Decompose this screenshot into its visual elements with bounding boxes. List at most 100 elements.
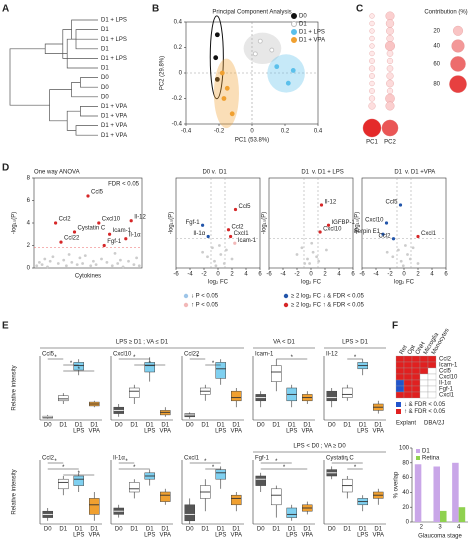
legend-label: ≥ 2 log₂ FC ↑ & FDR < 0.05 bbox=[291, 303, 364, 309]
chart-title: Cxcl10 bbox=[113, 352, 132, 358]
point-label: Fgf-1 bbox=[107, 239, 122, 245]
pca-point bbox=[214, 76, 220, 82]
y-tick-label: 6 bbox=[27, 198, 31, 204]
y-tick-label: 60 bbox=[402, 475, 409, 481]
box bbox=[231, 390, 242, 402]
chart-title: D1 bbox=[301, 170, 309, 176]
y-tick-label: 0 bbox=[27, 266, 31, 272]
x-tick-label: D1 bbox=[288, 527, 296, 533]
x-tick-label: D0 bbox=[186, 423, 194, 429]
x-tick-label: D0 bbox=[186, 527, 194, 533]
row-label: Il-1α bbox=[439, 381, 451, 387]
pca-point bbox=[274, 64, 280, 70]
dendrogram-link bbox=[71, 82, 98, 98]
row-label: Ccl2 bbox=[439, 357, 452, 363]
heat-cell bbox=[411, 391, 421, 399]
chart-title: D1 bbox=[219, 170, 227, 176]
volcano-point bbox=[404, 244, 407, 247]
sig-star: * bbox=[204, 459, 207, 465]
leaf-label: D1 bbox=[101, 66, 109, 72]
heat-cell bbox=[403, 385, 413, 393]
x-tick-sublabel: LPS bbox=[215, 429, 226, 435]
x-tick-sublabel: LPS bbox=[73, 533, 84, 539]
x-tick-label: D1 bbox=[90, 527, 98, 533]
heat-cell bbox=[427, 355, 437, 363]
heat-cell bbox=[395, 385, 405, 393]
volcano-point bbox=[399, 259, 403, 263]
volcano-point bbox=[295, 253, 299, 256]
heat-cell bbox=[403, 373, 413, 381]
box bbox=[271, 365, 282, 382]
box bbox=[73, 362, 84, 371]
heat-cell bbox=[411, 379, 421, 387]
contribution-bubble bbox=[369, 35, 375, 42]
heat-cell bbox=[419, 385, 429, 393]
chart-title: Ccl5 bbox=[42, 352, 55, 358]
group-label: Explant bbox=[396, 421, 416, 427]
x-tick-label: D0 bbox=[44, 423, 52, 429]
heat-cell bbox=[419, 367, 429, 375]
sig-star: * bbox=[275, 459, 278, 465]
point-label: Il-12 bbox=[325, 200, 337, 206]
x-tick-label: D1 bbox=[75, 527, 83, 533]
column-label: Ret bbox=[399, 344, 409, 355]
panel-letter: E bbox=[2, 321, 9, 332]
chart-title: Cxcl1 bbox=[184, 456, 200, 462]
x-tick-label: 2 bbox=[230, 272, 234, 278]
volcano-point bbox=[225, 248, 228, 252]
heat-cell bbox=[395, 367, 405, 375]
x-tick-label: D1 bbox=[303, 527, 311, 533]
anova-point bbox=[72, 230, 77, 234]
point-label: Cxcl10 bbox=[102, 217, 121, 223]
leaf-label: D1 + VPA bbox=[101, 114, 127, 120]
contribution-bubble bbox=[368, 102, 376, 110]
pca-point bbox=[285, 80, 291, 86]
anova-point bbox=[83, 254, 87, 258]
group-header: VA < D1 bbox=[273, 340, 295, 346]
y-tick-label: 40 bbox=[402, 490, 409, 496]
volcano-point bbox=[311, 250, 315, 254]
legend-marker bbox=[291, 37, 297, 43]
anova-point bbox=[110, 264, 114, 268]
x-tick-label: 4 bbox=[244, 272, 248, 278]
sig-star: * bbox=[54, 355, 57, 361]
volcano-point bbox=[397, 248, 400, 252]
chart-title: D0 v. bbox=[202, 170, 216, 176]
anova-point bbox=[100, 257, 103, 261]
row-label: Fgf-1 bbox=[439, 387, 454, 393]
heat-cell bbox=[427, 391, 437, 399]
sig-star: * bbox=[133, 355, 136, 361]
volcano-point bbox=[300, 246, 304, 250]
x-tick-label: 2 bbox=[420, 525, 424, 531]
bar bbox=[452, 462, 459, 522]
legend-bubble bbox=[450, 56, 466, 72]
chart-title: v. D1 +VPA bbox=[405, 170, 435, 176]
y-tick-label: 2 bbox=[27, 243, 31, 249]
x-tick-label: D1 bbox=[130, 527, 138, 533]
volcano-point bbox=[213, 259, 216, 263]
y-axis-label: % overlap bbox=[394, 471, 400, 498]
heat-cell bbox=[395, 379, 405, 387]
box bbox=[231, 494, 242, 506]
volcano-point bbox=[384, 221, 389, 225]
heat-cell bbox=[411, 361, 421, 369]
panel-letter: F bbox=[392, 321, 398, 332]
heat-cell bbox=[395, 355, 405, 363]
x-tick-label: D1 bbox=[130, 423, 138, 429]
x-tick-label: 0.4 bbox=[314, 129, 323, 135]
sig-star: * bbox=[291, 355, 294, 361]
x-tick-sublabel: LPS bbox=[144, 533, 155, 539]
contribution-bubble bbox=[385, 11, 395, 21]
x-tick-label: -2 bbox=[387, 272, 393, 278]
group-ellipse bbox=[267, 54, 305, 93]
anova-point bbox=[56, 262, 60, 265]
chart-title: v. D1 + LPS bbox=[312, 170, 344, 176]
panel-letter: D bbox=[2, 163, 9, 174]
pca-point bbox=[221, 96, 227, 101]
x-tick-label: -2 bbox=[201, 272, 207, 278]
anova-point bbox=[75, 263, 79, 267]
x-tick-label: 0 bbox=[402, 272, 406, 278]
volcano-point bbox=[406, 253, 409, 256]
heat-cell bbox=[395, 373, 405, 381]
sig-star: * bbox=[54, 459, 57, 465]
